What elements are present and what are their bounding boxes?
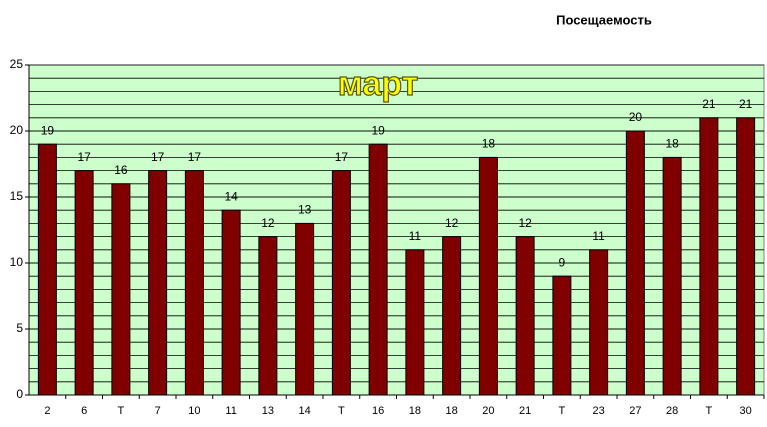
bar bbox=[221, 209, 241, 396]
x-tick-label: 13 bbox=[262, 405, 274, 417]
data-label: 13 bbox=[298, 203, 312, 217]
bar bbox=[331, 170, 351, 396]
data-label: 19 bbox=[41, 123, 55, 137]
y-tick-label: 15 bbox=[10, 189, 24, 203]
bar bbox=[552, 275, 572, 396]
bar bbox=[442, 236, 462, 396]
x-tick-label: 18 bbox=[409, 405, 421, 417]
data-label: 20 bbox=[629, 110, 643, 124]
data-label: 21 bbox=[702, 97, 716, 111]
x-tick-label: 10 bbox=[188, 405, 200, 417]
x-tick-label: 11 bbox=[225, 405, 236, 417]
y-tick-label: 10 bbox=[10, 255, 24, 269]
data-label: 16 bbox=[114, 163, 128, 177]
data-label: 17 bbox=[77, 150, 91, 164]
data-label: 17 bbox=[335, 150, 349, 164]
data-label: 18 bbox=[665, 137, 679, 151]
plot-area bbox=[28, 64, 765, 396]
data-label: 18 bbox=[482, 137, 496, 151]
bar bbox=[699, 117, 719, 396]
bar bbox=[258, 236, 278, 396]
y-tick-label: 5 bbox=[16, 321, 23, 335]
data-label: 12 bbox=[518, 216, 532, 230]
y-tick-label: 0 bbox=[16, 387, 23, 401]
bar bbox=[515, 236, 535, 396]
bar bbox=[589, 249, 609, 396]
x-tick-label: 6 bbox=[81, 405, 87, 417]
x-tick-label: 7 bbox=[155, 405, 161, 417]
y-tick-label: 25 bbox=[10, 57, 24, 71]
bar bbox=[74, 170, 94, 396]
data-label: 17 bbox=[188, 150, 202, 164]
x-tick-label: Т bbox=[338, 405, 345, 417]
bar bbox=[662, 156, 682, 396]
x-tick-label: 27 bbox=[629, 405, 641, 417]
bar bbox=[368, 143, 388, 396]
data-label: 19 bbox=[371, 123, 385, 137]
data-label: 17 bbox=[151, 150, 165, 164]
bar bbox=[295, 222, 315, 396]
data-label: 21 bbox=[739, 97, 753, 111]
bar bbox=[478, 156, 498, 396]
bar bbox=[625, 130, 645, 396]
data-label: 11 bbox=[409, 229, 422, 243]
x-tick-label: Т bbox=[559, 405, 566, 417]
x-tick-label: 23 bbox=[593, 405, 605, 417]
y-tick-label: 20 bbox=[10, 123, 24, 137]
data-label: 12 bbox=[261, 216, 275, 230]
x-tick-label: 30 bbox=[740, 405, 752, 417]
bar bbox=[736, 117, 756, 396]
bar bbox=[148, 170, 168, 396]
data-label: 12 bbox=[445, 216, 459, 230]
x-tick-label: Т bbox=[118, 405, 125, 417]
bar bbox=[184, 170, 204, 396]
data-label: 9 bbox=[559, 255, 566, 269]
x-tick-label: 18 bbox=[446, 405, 458, 417]
x-tick-label: 14 bbox=[299, 405, 311, 417]
x-tick-label: 20 bbox=[482, 405, 494, 417]
bar bbox=[37, 143, 57, 396]
x-tick-label: 28 bbox=[666, 405, 678, 417]
x-tick-label: 16 bbox=[372, 405, 384, 417]
x-tick-label: 21 bbox=[519, 405, 531, 417]
x-tick-label: Т bbox=[706, 405, 713, 417]
x-tick-label: 2 bbox=[44, 405, 50, 417]
data-label: 14 bbox=[224, 189, 238, 203]
annotation: март bbox=[338, 65, 419, 103]
bar bbox=[111, 183, 131, 396]
data-label: 11 bbox=[592, 229, 605, 243]
chart-title: Посещаемость bbox=[556, 12, 652, 27]
bar bbox=[405, 249, 425, 396]
